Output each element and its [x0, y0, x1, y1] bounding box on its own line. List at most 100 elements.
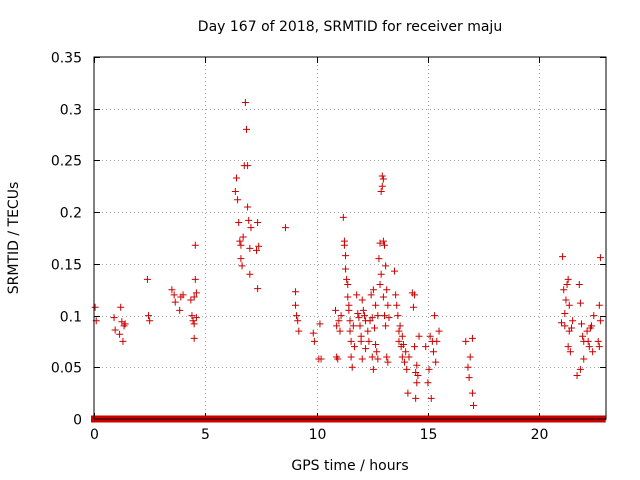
data-point: [189, 317, 197, 325]
data-point: [254, 285, 262, 293]
data-point: [111, 326, 119, 334]
data-point: [379, 237, 387, 245]
data-point: [342, 265, 350, 273]
data-point: [350, 343, 358, 351]
y-tick-label: 0.3: [60, 103, 82, 119]
y-tick-label: 0.15: [51, 258, 82, 274]
data-point: [560, 286, 568, 294]
x-axis-label: GPS time / hours: [291, 458, 408, 474]
data-point: [146, 317, 154, 325]
data-point: [372, 301, 380, 309]
data-point: [359, 306, 367, 314]
data-point: [405, 353, 413, 361]
data-point: [237, 241, 245, 249]
data-point: [317, 355, 325, 363]
data-point: [596, 317, 604, 325]
axis-ticks: 0 5 10 15 20 0 0.05 0.1 0.15 0.2 0.25 0.3 0.35: [51, 51, 606, 443]
data-point: [409, 303, 417, 311]
data-point: [121, 320, 129, 328]
data-point: [564, 343, 572, 351]
data-point: [435, 327, 443, 335]
data-point: [382, 262, 390, 270]
data-point: [356, 322, 364, 330]
data-point: [241, 99, 249, 107]
data-point: [379, 175, 387, 183]
data-point: [348, 363, 356, 371]
data-point: [310, 337, 318, 345]
data-point: [429, 348, 437, 356]
data-point: [245, 216, 253, 224]
data-point: [569, 317, 577, 325]
plot-frame: [93, 56, 607, 420]
data-point: [375, 255, 383, 263]
data-point: [465, 374, 473, 382]
data-point: [557, 319, 565, 327]
data-point: [378, 182, 386, 190]
data-point: [588, 322, 596, 330]
data-point: [190, 320, 198, 328]
data-point: [294, 317, 302, 325]
data-point: [367, 291, 375, 299]
data-point: [342, 252, 350, 260]
data-point: [355, 314, 363, 322]
data-point: [349, 322, 357, 330]
data-point: [426, 332, 434, 340]
data-point: [191, 275, 199, 283]
data-point: [145, 312, 153, 320]
data-point: [462, 337, 470, 345]
data-point: [402, 348, 410, 356]
data-point: [368, 353, 376, 361]
data-point: [316, 320, 324, 328]
data-point: [119, 337, 127, 345]
data-point: [191, 241, 199, 249]
y-tick-label: 0.2: [60, 206, 82, 222]
data-point: [347, 353, 355, 361]
data-point: [231, 187, 239, 195]
data-point: [396, 322, 404, 330]
data-point: [584, 337, 592, 345]
data-point: [559, 253, 567, 261]
data-point: [595, 301, 603, 309]
data-point: [395, 337, 403, 345]
data-point: [412, 394, 420, 402]
y-tick-label: 0: [73, 413, 82, 429]
data-point: [117, 303, 125, 311]
data-point: [244, 203, 252, 211]
data-point: [579, 332, 587, 340]
data-point: [374, 355, 382, 363]
data-point: [357, 337, 365, 345]
data-point: [590, 312, 598, 320]
data-point: [368, 314, 376, 322]
data-point: [179, 291, 187, 299]
data-point: [354, 310, 362, 318]
data-point: [411, 291, 419, 299]
data-point: [188, 312, 196, 320]
data-point: [391, 267, 399, 275]
data-point: [594, 337, 602, 345]
data-point: [168, 286, 176, 294]
data-point: [376, 281, 384, 289]
data-point: [110, 314, 118, 322]
data-point: [383, 353, 391, 361]
data-point: [190, 293, 198, 301]
grid-lines: [94, 57, 606, 419]
data-point: [360, 312, 368, 320]
data-point: [398, 353, 406, 361]
data-point: [291, 288, 299, 296]
data-point: [192, 314, 200, 322]
data-point: [345, 306, 353, 314]
data-point: [401, 358, 409, 366]
data-point: [362, 345, 370, 353]
data-point: [470, 402, 478, 410]
data-point: [239, 233, 247, 241]
data-point: [281, 224, 289, 232]
data-point: [404, 389, 412, 397]
data-point: [369, 365, 377, 373]
data-point: [235, 218, 243, 226]
data-point: [398, 332, 406, 340]
data-point: [413, 379, 421, 387]
x-tick-label: 10: [309, 427, 327, 443]
data-point: [358, 355, 366, 363]
data-point: [382, 322, 390, 330]
data-point: [595, 343, 603, 351]
